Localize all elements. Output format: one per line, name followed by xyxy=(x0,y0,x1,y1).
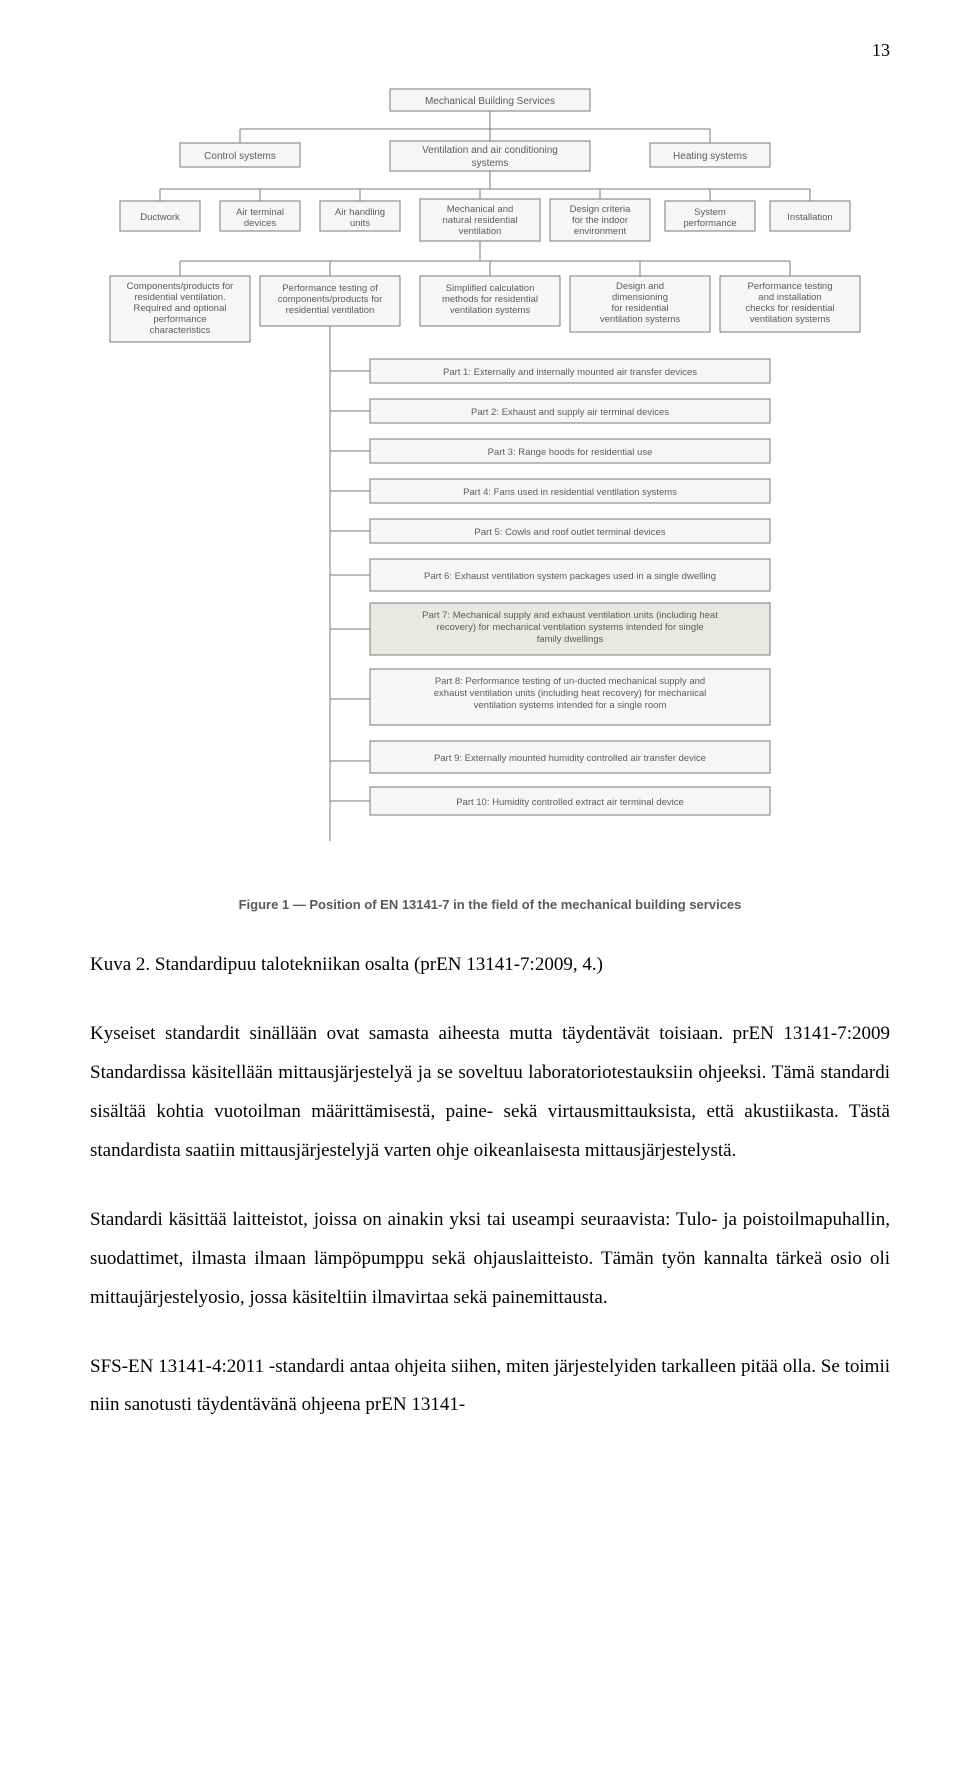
svg-text:Design and: Design and xyxy=(616,281,664,292)
svg-text:for the indoor: for the indoor xyxy=(572,215,628,226)
svg-text:and installation: and installation xyxy=(758,292,821,303)
svg-text:Control systems: Control systems xyxy=(204,151,276,162)
svg-text:Part 9: Externally mounted hum: Part 9: Externally mounted humidity cont… xyxy=(434,753,706,764)
svg-text:performance: performance xyxy=(683,218,736,229)
svg-text:residential ventilation.: residential ventilation. xyxy=(134,292,225,303)
svg-text:Performance testing: Performance testing xyxy=(747,281,832,292)
svg-text:Required and optional: Required and optional xyxy=(134,303,227,314)
svg-text:Design criteria: Design criteria xyxy=(570,204,631,215)
svg-text:System: System xyxy=(694,207,726,218)
svg-text:Part 7: Mechanical supply and: Part 7: Mechanical supply and exhaust ve… xyxy=(422,610,718,621)
figure-caption: Figure 1 — Position of EN 13141-7 in the… xyxy=(90,897,890,912)
svg-text:Components/products for: Components/products for xyxy=(127,281,234,292)
svg-text:natural residential: natural residential xyxy=(443,215,518,226)
svg-text:family dwellings: family dwellings xyxy=(537,634,604,645)
svg-text:Heating systems: Heating systems xyxy=(673,151,747,162)
svg-text:for residential: for residential xyxy=(611,303,668,314)
svg-text:Simplified calculation: Simplified calculation xyxy=(446,283,535,294)
svg-text:Part 1: Externally and interna: Part 1: Externally and internally mounte… xyxy=(443,367,697,378)
svg-text:systems: systems xyxy=(472,158,509,169)
svg-text:components/products for: components/products for xyxy=(278,294,383,305)
svg-text:Mechanical and: Mechanical and xyxy=(447,204,514,215)
svg-text:Part 10: Humidity controlled e: Part 10: Humidity controlled extract air… xyxy=(456,797,684,808)
svg-text:units: units xyxy=(350,218,370,229)
svg-text:environment: environment xyxy=(574,226,627,237)
svg-text:Air terminal: Air terminal xyxy=(236,207,284,218)
svg-text:ventilation systems: ventilation systems xyxy=(750,314,831,325)
paragraph-3: SFS-EN 13141-4:2011 -standardi antaa ohj… xyxy=(90,1348,890,1426)
svg-text:ventilation: ventilation xyxy=(459,226,502,237)
svg-text:Part 6: Exhaust ventilation sy: Part 6: Exhaust ventilation system packa… xyxy=(424,571,716,582)
paragraph-1: Kyseiset standardit sinällään ovat samas… xyxy=(90,1015,890,1171)
svg-text:Installation: Installation xyxy=(787,212,832,223)
svg-text:ventilation systems: ventilation systems xyxy=(600,314,681,325)
svg-text:Mechanical Building Services: Mechanical Building Services xyxy=(425,96,555,107)
svg-text:Part 2: Exhaust and supply air: Part 2: Exhaust and supply air terminal … xyxy=(471,407,669,418)
svg-text:Part 3: Range hoods for reside: Part 3: Range hoods for residential use xyxy=(488,447,653,458)
svg-text:Ventilation and air conditioni: Ventilation and air conditioning xyxy=(422,145,558,156)
svg-text:ventilation systems intended f: ventilation systems intended for a singl… xyxy=(474,700,667,711)
svg-text:Ductwork: Ductwork xyxy=(140,212,180,223)
svg-text:residential ventilation: residential ventilation xyxy=(286,305,375,316)
body-text: Kuva 2. Standardipuu talotekniikan osalt… xyxy=(90,946,890,1425)
paragraph-2: Standardi käsittää laitteistot, joissa o… xyxy=(90,1201,890,1318)
svg-text:performance: performance xyxy=(153,314,206,325)
svg-text:exhaust ventilation units (inc: exhaust ventilation units (including hea… xyxy=(434,688,706,699)
svg-text:Part 5: Cowls and roof outlet: Part 5: Cowls and roof outlet terminal d… xyxy=(474,527,665,538)
svg-text:methods for residential: methods for residential xyxy=(442,294,538,305)
page-number: 13 xyxy=(90,40,890,61)
standards-diagram: .bx { fill:#f6f6f4; stroke:#7a7a78; stro… xyxy=(90,81,890,912)
diagram-svg: .bx { fill:#f6f6f4; stroke:#7a7a78; stro… xyxy=(90,81,890,891)
svg-text:Performance testing of: Performance testing of xyxy=(282,283,378,294)
svg-text:characteristics: characteristics xyxy=(150,325,211,336)
kuva-label: Kuva 2. Standardipuu talotekniikan osalt… xyxy=(90,946,890,985)
svg-text:dimensioning: dimensioning xyxy=(612,292,668,303)
svg-text:Air handling: Air handling xyxy=(335,207,385,218)
svg-text:devices: devices xyxy=(244,218,276,229)
svg-text:Part 4: Fans used in residenti: Part 4: Fans used in residential ventila… xyxy=(463,487,677,498)
svg-text:checks for residential: checks for residential xyxy=(745,303,834,314)
svg-text:recovery) for mechanical venti: recovery) for mechanical ventilation sys… xyxy=(436,622,703,633)
svg-text:Part 8: Performance testing of: Part 8: Performance testing of un-ducted… xyxy=(435,676,705,687)
svg-text:ventilation systems: ventilation systems xyxy=(450,305,531,316)
